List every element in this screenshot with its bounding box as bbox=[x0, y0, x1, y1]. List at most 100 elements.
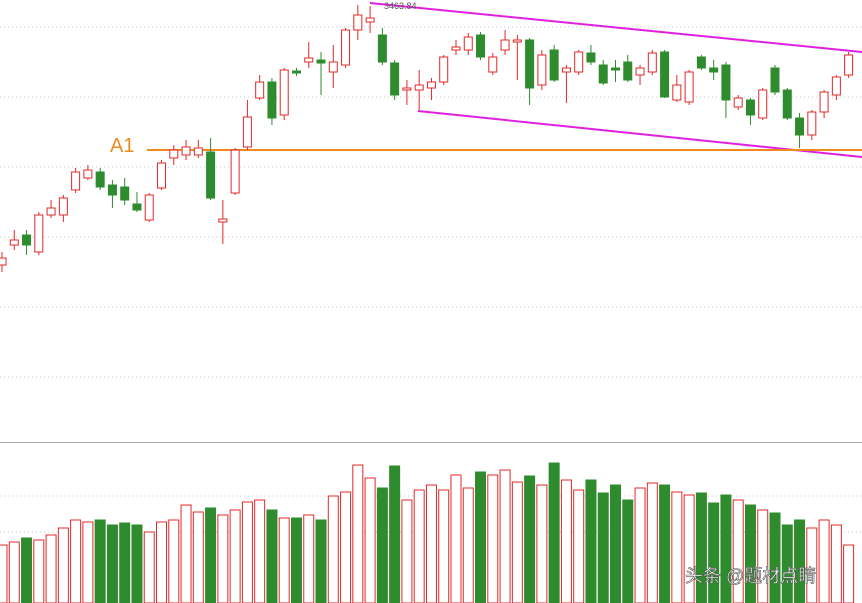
volume-bar bbox=[781, 524, 793, 603]
volume-bar bbox=[671, 491, 683, 603]
volume-bar bbox=[70, 519, 82, 603]
candle-body bbox=[279, 69, 289, 116]
candle-body bbox=[107, 184, 117, 196]
volume-bar bbox=[425, 484, 437, 603]
volume-bar bbox=[192, 511, 204, 603]
volume-bar bbox=[524, 475, 536, 603]
candle-body bbox=[132, 203, 142, 211]
volume-bar bbox=[303, 514, 315, 603]
volume-bar bbox=[683, 494, 695, 603]
candle-body bbox=[684, 71, 694, 103]
candle-body bbox=[206, 151, 216, 199]
candle-body bbox=[709, 67, 719, 73]
volume-bar bbox=[511, 481, 523, 603]
volume-bar bbox=[94, 519, 106, 603]
volume-bar bbox=[205, 507, 217, 603]
candle-body bbox=[451, 46, 461, 51]
volume-bar bbox=[364, 477, 376, 603]
candle-body bbox=[316, 59, 326, 64]
volume-bar bbox=[241, 501, 253, 603]
volume-bar bbox=[131, 524, 143, 603]
candle-body bbox=[586, 52, 596, 63]
candle-body bbox=[304, 57, 314, 63]
volume-bar bbox=[769, 512, 781, 603]
candle-body bbox=[255, 81, 265, 99]
volume-bar bbox=[487, 474, 499, 603]
volume-bar bbox=[610, 484, 621, 603]
volume-bar bbox=[757, 509, 769, 603]
volume-bar bbox=[708, 502, 720, 603]
volume-bar bbox=[597, 492, 609, 603]
volume-bar bbox=[143, 531, 155, 603]
candle-body bbox=[611, 67, 620, 71]
candle-body bbox=[0, 257, 7, 266]
candle-body bbox=[549, 49, 559, 81]
level-label: A1 bbox=[110, 135, 134, 157]
volume-bar bbox=[106, 524, 118, 603]
volume-bar bbox=[254, 499, 266, 603]
volume-bar bbox=[585, 479, 597, 603]
volume-bar bbox=[634, 487, 646, 603]
peak-label: 3463.84 bbox=[384, 1, 417, 11]
candle-body bbox=[34, 214, 44, 253]
candle-body bbox=[745, 99, 755, 116]
volume-bar bbox=[413, 489, 425, 603]
candle-body bbox=[807, 111, 817, 136]
candle-body bbox=[181, 146, 191, 156]
volume-bar bbox=[830, 524, 842, 603]
candle-body bbox=[83, 169, 93, 179]
volume-bar bbox=[573, 489, 585, 603]
candle-body bbox=[9, 239, 19, 246]
candle-body bbox=[537, 54, 547, 86]
volume-bar bbox=[352, 464, 364, 603]
candle-body bbox=[426, 81, 436, 89]
candle-body bbox=[71, 171, 81, 191]
candle-body bbox=[353, 14, 363, 31]
volume-bar bbox=[278, 517, 290, 603]
marks bbox=[0, 5, 862, 603]
candle-body bbox=[22, 234, 32, 246]
candle-body bbox=[242, 116, 252, 148]
candle-body bbox=[120, 186, 130, 201]
volume-bar bbox=[720, 494, 732, 603]
candle-body bbox=[819, 91, 829, 113]
volume-bar bbox=[560, 479, 572, 603]
candle-body bbox=[488, 56, 498, 73]
candle-body bbox=[341, 29, 351, 66]
volume-bar bbox=[229, 509, 241, 603]
candle-body bbox=[795, 117, 805, 136]
candle-body bbox=[218, 218, 228, 223]
candle-body bbox=[561, 67, 571, 73]
grid bbox=[0, 26, 862, 533]
volume-bar bbox=[389, 465, 401, 603]
volume-bar bbox=[462, 487, 474, 603]
volume-bar bbox=[57, 527, 69, 603]
volume-bar bbox=[290, 517, 302, 603]
candle-body bbox=[635, 67, 645, 76]
volume-bar bbox=[843, 544, 855, 603]
candle-body bbox=[721, 64, 731, 101]
volume-bar bbox=[499, 469, 511, 603]
candle-body bbox=[623, 61, 633, 81]
candle-body bbox=[758, 89, 768, 119]
candle-body bbox=[46, 207, 56, 216]
candle-body bbox=[95, 171, 105, 188]
volume-bar bbox=[450, 474, 462, 603]
channel-upper bbox=[369, 2, 862, 53]
candle-body bbox=[169, 149, 179, 159]
candle-body bbox=[58, 197, 68, 216]
candle-body bbox=[439, 56, 449, 83]
volume-bar bbox=[119, 522, 131, 603]
candle-body bbox=[672, 84, 682, 101]
candle-body bbox=[512, 39, 522, 43]
candle-body bbox=[831, 76, 841, 96]
volume-bar bbox=[646, 482, 658, 603]
candle-body bbox=[500, 39, 510, 51]
candle-body bbox=[782, 89, 792, 119]
candle-body bbox=[328, 61, 338, 73]
volume-bar bbox=[794, 519, 806, 603]
volume-bar bbox=[401, 499, 413, 603]
volume-bar bbox=[376, 487, 388, 603]
volume-bar bbox=[33, 539, 45, 603]
volume-bar bbox=[45, 534, 57, 603]
